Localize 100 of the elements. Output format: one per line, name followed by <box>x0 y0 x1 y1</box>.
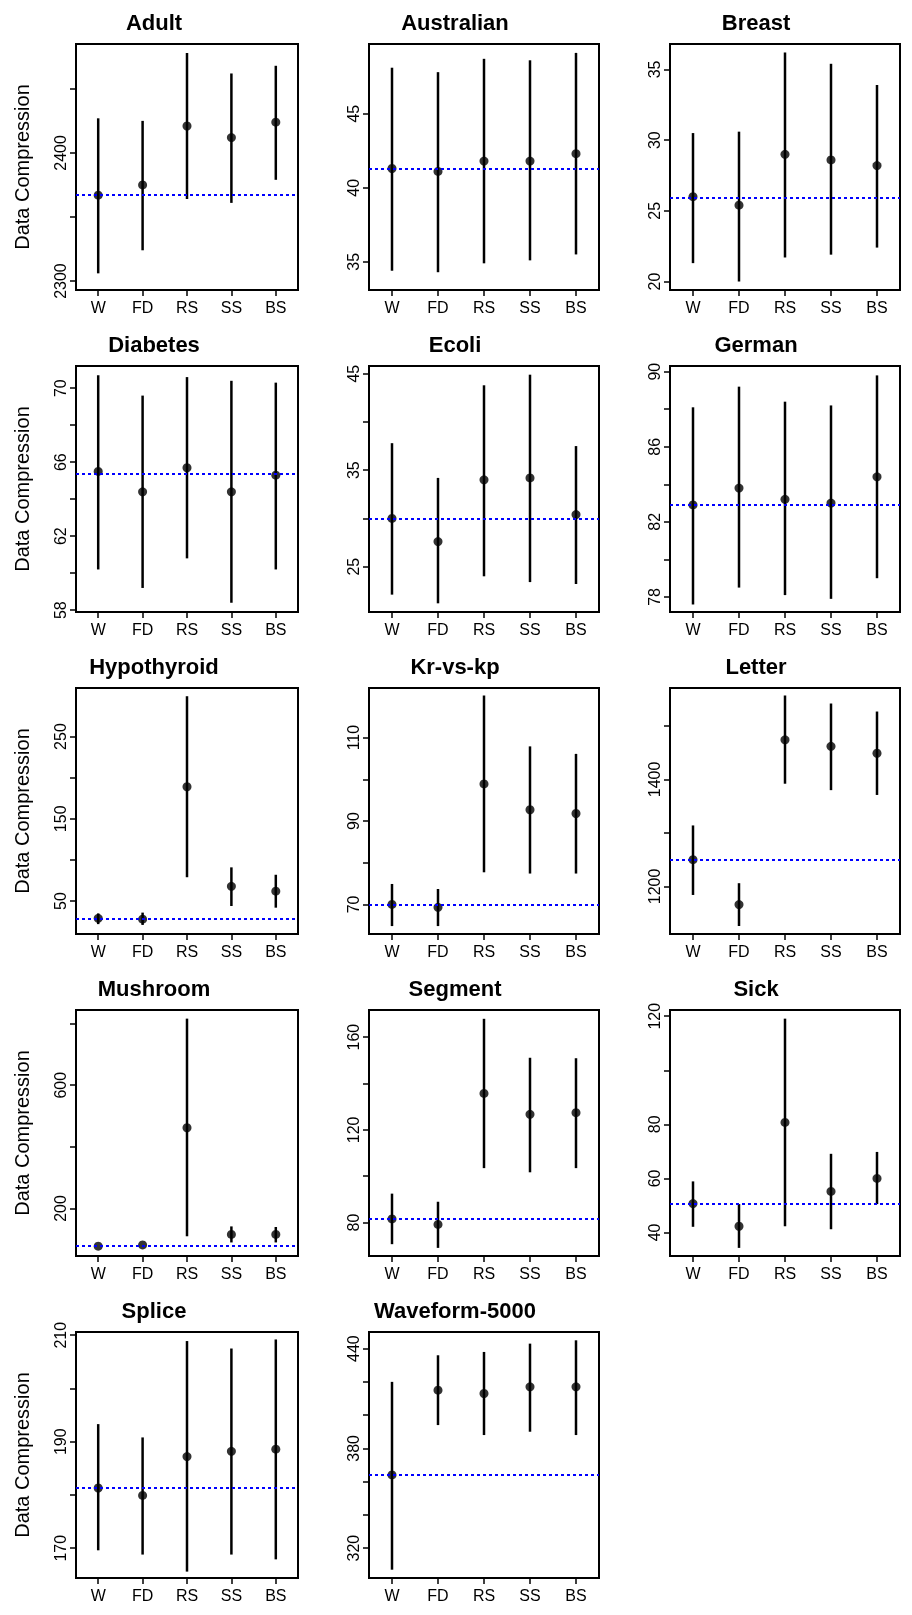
point <box>479 475 489 485</box>
x-tick-label: FD <box>728 298 750 316</box>
x-tick-label: W <box>90 1586 107 1604</box>
chart-title: German <box>714 331 798 357</box>
x-tick-label: FD <box>728 1264 750 1282</box>
point <box>226 881 236 891</box>
y-tick-label: 1400 <box>645 761 663 798</box>
y-tick-label: 25 <box>645 201 663 220</box>
x-tick-label: FD <box>427 942 449 960</box>
x-tick-label: RS <box>472 298 496 316</box>
x-tick-label: SS <box>220 942 243 960</box>
point <box>182 121 192 131</box>
point <box>525 1109 535 1119</box>
y-tick-label: 190 <box>51 1428 69 1456</box>
point <box>271 886 281 896</box>
chart-title: Kr-vs-kp <box>410 653 500 679</box>
x-tick-label: SS <box>519 298 541 316</box>
x-tick-label: BS <box>265 620 287 638</box>
y-tick-label: 60 <box>645 1169 663 1188</box>
chart-title: Ecoli <box>428 331 482 357</box>
point <box>182 782 192 792</box>
point <box>525 1382 535 1392</box>
x-tick-label: SS <box>820 620 842 638</box>
point <box>872 161 882 171</box>
x-tick-label: SS <box>519 1264 541 1282</box>
point <box>182 463 192 473</box>
x-tick-label: RS <box>175 942 199 960</box>
y-axis-title: Data Compression <box>11 728 33 894</box>
y-axis-title: Data Compression <box>11 1372 33 1538</box>
y-tick-label: 80 <box>344 1213 362 1232</box>
point <box>571 510 581 520</box>
x-tick-label: W <box>685 942 702 960</box>
point <box>479 779 489 789</box>
y-tick-label: 35 <box>645 60 663 79</box>
x-tick-label: W <box>384 620 401 638</box>
x-tick-label: W <box>384 1264 401 1282</box>
x-tick-label: SS <box>519 942 541 960</box>
chart-title: Waveform-5000 <box>374 1297 536 1323</box>
x-tick-label: BS <box>866 298 888 316</box>
y-tick-label: 30 <box>645 131 663 150</box>
x-tick-label: RS <box>472 1264 496 1282</box>
point <box>479 1389 489 1398</box>
point <box>872 748 882 758</box>
point <box>571 809 581 818</box>
y-axis-title: Data Compression <box>11 1050 33 1216</box>
point <box>780 494 790 504</box>
x-tick-label: SS <box>220 298 243 316</box>
x-tick-label: FD <box>427 1264 449 1282</box>
point <box>571 1108 581 1118</box>
x-tick-label: W <box>685 1264 702 1282</box>
chart-title: Mushroom <box>97 975 211 1001</box>
y-tick-label: 320 <box>344 1534 362 1562</box>
x-tick-label: FD <box>131 298 154 316</box>
y-axis-title: Data Compression <box>11 406 33 572</box>
x-tick-label: W <box>685 298 702 316</box>
point <box>226 1446 236 1456</box>
point <box>182 1452 192 1462</box>
point <box>226 487 236 497</box>
chart-title: Splice <box>121 1297 187 1323</box>
y-tick-label: 120 <box>645 1002 663 1030</box>
x-tick-label: SS <box>519 1586 541 1604</box>
x-tick-label: BS <box>565 1264 587 1282</box>
point <box>780 1117 790 1127</box>
x-tick-label: FD <box>728 620 750 638</box>
y-tick-label: 35 <box>344 461 362 480</box>
y-tick-label: 78 <box>645 587 663 606</box>
point <box>433 537 443 547</box>
y-tick-label: 90 <box>645 362 663 381</box>
chart-title: Breast <box>721 9 791 35</box>
chart-title: Australian <box>401 9 509 35</box>
point <box>525 805 535 815</box>
y-tick-label: 35 <box>344 252 362 271</box>
x-tick-label: BS <box>866 620 888 638</box>
x-tick-label: BS <box>565 942 587 960</box>
y-tick-label: 200 <box>51 1195 69 1222</box>
point <box>826 155 836 165</box>
x-tick-label: FD <box>131 1264 154 1282</box>
point <box>271 1229 281 1239</box>
x-tick-label: RS <box>175 1586 199 1604</box>
x-tick-label: W <box>685 620 702 638</box>
x-tick-label: BS <box>565 620 587 638</box>
point <box>433 1385 443 1395</box>
x-tick-label: BS <box>265 1264 287 1282</box>
y-tick-label: 40 <box>645 1223 663 1242</box>
chart-title: Segment <box>408 975 503 1001</box>
x-tick-label: FD <box>131 620 154 638</box>
y-tick-label: 45 <box>344 104 362 123</box>
point <box>433 1219 443 1229</box>
x-tick-label: BS <box>866 1264 888 1282</box>
point <box>734 900 744 910</box>
point <box>271 1444 281 1454</box>
y-tick-label: 20 <box>645 272 663 291</box>
x-tick-label: RS <box>773 298 797 316</box>
point <box>182 1123 192 1133</box>
y-tick-label: 66 <box>51 453 69 472</box>
x-tick-label: FD <box>427 620 449 638</box>
point <box>734 483 744 493</box>
point <box>138 1490 148 1500</box>
y-tick-label: 170 <box>51 1534 69 1562</box>
point <box>271 117 281 127</box>
